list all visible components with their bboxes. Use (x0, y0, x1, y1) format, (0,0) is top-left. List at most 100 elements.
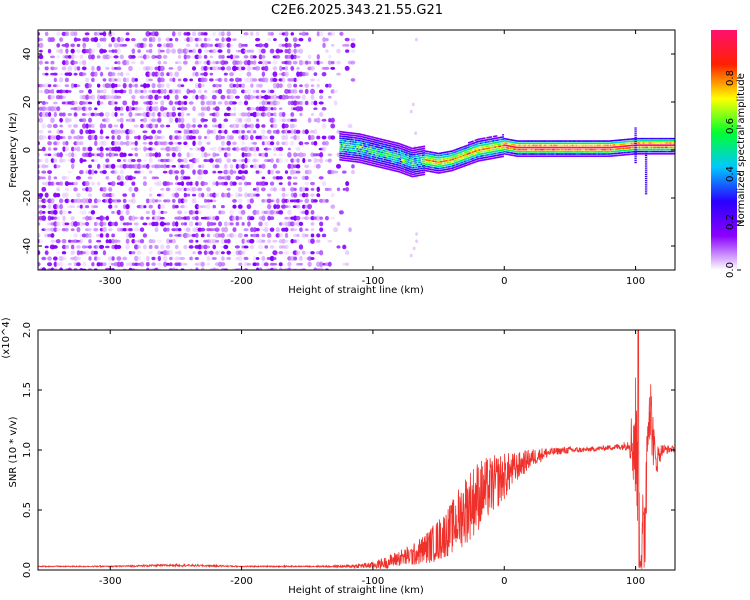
spectrogram-cell (515, 155, 518, 157)
spectrogram-cell (366, 135, 369, 137)
spectrogram-cell (638, 150, 641, 153)
spectrogram-cell (571, 142, 574, 145)
spectrogram-cell (357, 154, 360, 157)
spectrogram-cell (226, 221, 231, 226)
figure-title: C2E6.2025.343.21.55.G21 (271, 3, 443, 18)
spectrogram-cell (406, 145, 409, 148)
spectrogram-cell (418, 163, 420, 166)
spectrogram-cell (203, 158, 208, 163)
spectrogram-cell (416, 164, 419, 166)
spectrogram-cell (143, 176, 147, 180)
spectrogram-cell (541, 151, 544, 153)
spectrogram-cell (125, 72, 130, 76)
spectrogram-cell (634, 156, 637, 158)
spectrogram-cell (590, 153, 592, 155)
spectrogram-cell (64, 117, 69, 123)
spectrogram-cell (540, 148, 543, 151)
spectrogram-cell (131, 192, 136, 198)
spectrogram-cell (465, 153, 468, 156)
spectrogram-cell (353, 160, 356, 163)
spectrogram-cell (174, 71, 180, 77)
spectrogram-cell (449, 157, 452, 159)
spectrogram-cell (466, 155, 469, 157)
spectrogram-cell (365, 163, 368, 165)
spectrogram-cell (116, 199, 122, 203)
spectrogram-cell (429, 151, 432, 153)
spectrogram-cell (561, 146, 564, 149)
spectrogram-cell (469, 160, 472, 163)
spectrogram-cell (666, 137, 669, 140)
spectrogram-cell (220, 262, 226, 267)
spectrogram-cell (491, 155, 494, 157)
spectrogram-cell (411, 147, 414, 150)
spectrogram-cell (340, 152, 343, 155)
spectrogram-cell (151, 100, 157, 106)
spectrogram-cell (567, 151, 570, 153)
spectrogram-cell (427, 163, 430, 166)
spectrogram-cell (347, 149, 349, 151)
spectrogram-cell (221, 130, 225, 134)
spectrogram-cell (634, 131, 637, 133)
spectrogram-cell (148, 244, 153, 250)
spectrogram-cell (82, 72, 87, 76)
spectrogram-cell (574, 155, 577, 157)
spectrogram-cell (420, 174, 423, 176)
spectrogram-cell (301, 100, 307, 106)
spectrogram-cell (232, 112, 237, 117)
spectrogram-cell (569, 146, 571, 149)
spectrogram-cell (223, 163, 228, 169)
spectrogram-cell (378, 166, 381, 168)
spectrogram-cell (403, 172, 406, 175)
spectrogram-cell (596, 146, 599, 149)
spectrogram-cell (566, 155, 569, 157)
spectrogram-cell (134, 262, 139, 267)
spectrogram-cell (395, 153, 398, 155)
spectrogram-cell (579, 153, 582, 155)
spectrogram-cell (549, 151, 552, 153)
spectrogram-cell (169, 78, 173, 82)
spectrogram-cell (500, 136, 503, 139)
spectrogram-cell (604, 153, 607, 155)
spectrogram-cell (272, 187, 278, 192)
spectrogram-cell (298, 59, 304, 66)
spectrogram-cell (512, 146, 515, 148)
spectrogram-cell (461, 161, 464, 164)
spectrogram-cell (489, 147, 491, 149)
spectrogram-cell (437, 172, 440, 174)
spectrogram-cell (571, 146, 574, 149)
spectrogram-cell (81, 198, 87, 204)
spectrogram-cell (507, 153, 510, 156)
spectrogram-cell (290, 106, 295, 111)
spectrogram-cell (385, 163, 388, 166)
spectrogram-cell (395, 155, 398, 157)
spectrogram-cell (65, 141, 69, 146)
spectrogram-cell (369, 144, 372, 147)
spectrogram-cell (316, 117, 321, 123)
spectrogram-cell (355, 137, 357, 139)
spectrogram-cell (160, 244, 165, 250)
spectrogram-cell (76, 146, 81, 152)
spectrogram-cell (457, 154, 460, 157)
spectrogram-cell (341, 155, 344, 157)
spectrogram-cell (276, 141, 280, 146)
spectrogram-cell (500, 155, 503, 158)
spectrogram-cell (563, 153, 566, 155)
spectrogram-cell (38, 141, 41, 146)
spectrogram-cell (382, 156, 385, 158)
spectrogram-cell (398, 158, 401, 160)
spectrogram-cell (466, 151, 469, 153)
spectrogram-cell (663, 142, 666, 144)
spectrogram-cell (358, 137, 361, 140)
spectrogram-cell (473, 159, 476, 162)
spectrogram-cell (318, 112, 324, 117)
spectrogram-cell (373, 145, 376, 148)
spectrogram-cell (394, 148, 397, 151)
spectrogram-cell (626, 140, 629, 143)
spectrogram-cell (159, 221, 165, 227)
spectrogram-cell (394, 165, 397, 168)
spectrogram-cell (478, 157, 481, 160)
spectrogram-cell (264, 181, 269, 186)
spectrogram-cell (272, 129, 278, 134)
spectrogram-cell (565, 144, 567, 147)
spectrogram-cell (131, 129, 136, 134)
